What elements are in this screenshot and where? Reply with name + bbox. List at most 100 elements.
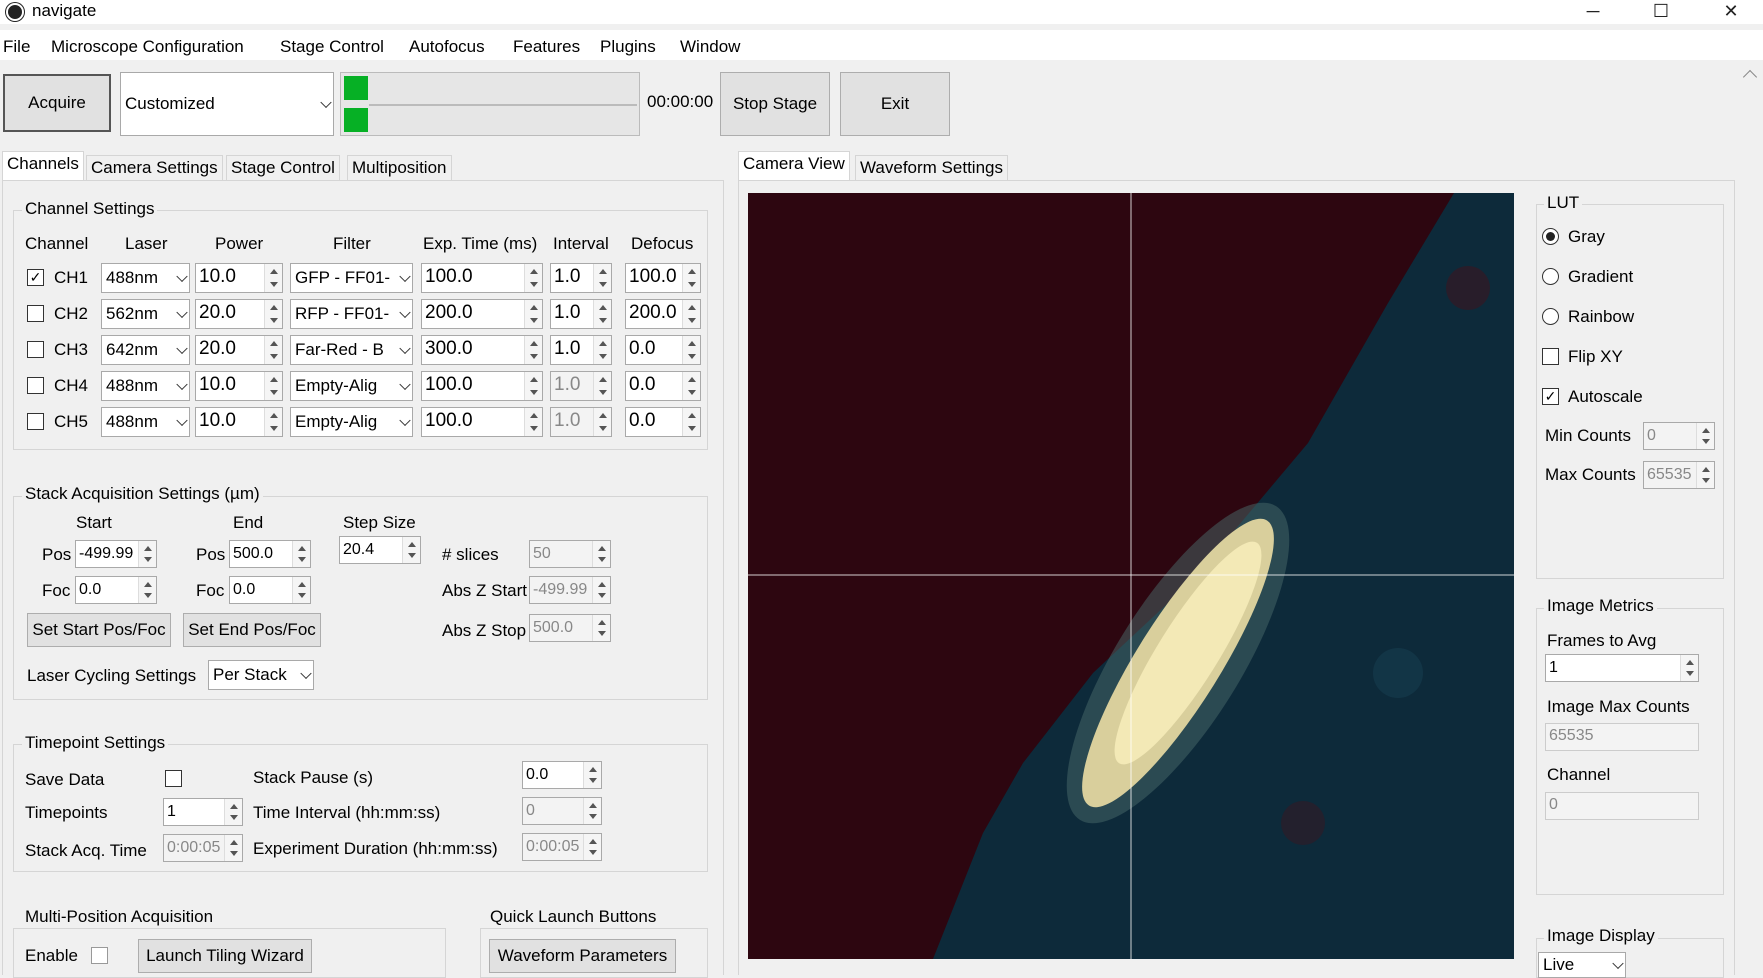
filter-select[interactable]: Far-Red - B	[290, 335, 413, 365]
channel-checkbox[interactable]	[27, 377, 44, 394]
tab-stage-control[interactable]: Stage Control	[226, 155, 340, 181]
spin-arrows-icon[interactable]	[593, 336, 611, 364]
acquisition-mode-select[interactable]: Customized	[120, 72, 334, 136]
scroll-up-icon[interactable]	[1742, 69, 1758, 85]
spin-arrows-icon[interactable]	[524, 372, 542, 400]
power-spinbox[interactable]: 20.0	[195, 335, 283, 365]
spin-arrows-icon[interactable]	[593, 300, 611, 328]
spin-arrows-icon[interactable]	[682, 336, 700, 364]
laser-select[interactable]: 642nm	[101, 335, 190, 365]
menu-plugins[interactable]: Plugins	[600, 37, 656, 56]
spin-arrows-icon[interactable]	[264, 336, 282, 364]
waveform-parameters-button[interactable]: Waveform Parameters	[489, 939, 676, 973]
tab-waveform-settings[interactable]: Waveform Settings	[855, 155, 1008, 181]
camera-image[interactable]	[748, 193, 1514, 959]
spin-arrows-icon[interactable]	[583, 762, 601, 788]
filter-select[interactable]: GFP - FF01-	[290, 263, 413, 293]
tab-multiposition[interactable]: Multiposition	[347, 155, 452, 181]
interval-spinbox[interactable]: 1.0	[550, 335, 612, 365]
interval-spinbox[interactable]: 1.0	[550, 263, 612, 293]
defocus-spinbox[interactable]: 100.0	[625, 263, 701, 293]
autoscale-checkbox[interactable]: ✓	[1542, 388, 1559, 405]
spin-arrows-icon[interactable]	[264, 372, 282, 400]
lut-rainbow-radio[interactable]	[1542, 308, 1559, 325]
power-spinbox[interactable]: 20.0	[195, 299, 283, 329]
spin-arrows-icon[interactable]	[593, 264, 611, 292]
minimize-button[interactable]: ─	[1586, 1, 1600, 21]
stack-pause-spinbox[interactable]: 0.0	[522, 761, 602, 789]
spin-arrows-icon[interactable]	[292, 577, 310, 603]
spin-arrows-icon[interactable]	[524, 300, 542, 328]
exposure-spinbox[interactable]: 300.0	[421, 335, 543, 365]
exit-button[interactable]: Exit	[840, 72, 950, 136]
interval-spinbox[interactable]: 1.0	[550, 299, 612, 329]
spin-arrows-icon[interactable]	[292, 541, 310, 567]
exposure-spinbox[interactable]: 100.0	[421, 263, 543, 293]
exposure-spinbox[interactable]: 200.0	[421, 299, 543, 329]
set-start-button[interactable]: Set Start Pos/Foc	[27, 613, 171, 647]
menu-file[interactable]: File	[3, 37, 31, 56]
stop-stage-button[interactable]: Stop Stage	[720, 72, 830, 136]
channel-checkbox[interactable]	[27, 305, 44, 322]
vertical-scrollbar[interactable]	[1740, 62, 1763, 975]
flip-xy-checkbox[interactable]	[1542, 348, 1559, 365]
spin-arrows-icon[interactable]	[138, 541, 156, 567]
channel-checkbox[interactable]	[27, 341, 44, 358]
spin-arrows-icon[interactable]	[524, 408, 542, 436]
power-spinbox[interactable]: 10.0	[195, 407, 283, 437]
menu-autofocus[interactable]: Autofocus	[409, 37, 485, 56]
spin-arrows-icon[interactable]	[682, 300, 700, 328]
laser-select[interactable]: 488nm	[101, 263, 190, 293]
start-pos-spinbox[interactable]: -499.99	[75, 540, 157, 568]
exposure-spinbox[interactable]: 100.0	[421, 407, 543, 437]
filter-select[interactable]: RFP - FF01-	[290, 299, 413, 329]
tab-camera-view[interactable]: Camera View	[738, 151, 850, 181]
menu-features[interactable]: Features	[513, 37, 581, 56]
spin-arrows-icon[interactable]	[524, 264, 542, 292]
power-spinbox[interactable]: 10.0	[195, 371, 283, 401]
laser-select[interactable]: 488nm	[101, 371, 190, 401]
laser-select[interactable]: 488nm	[101, 407, 190, 437]
channel-checkbox[interactable]	[27, 413, 44, 430]
tab-channels[interactable]: Channels	[2, 151, 84, 181]
image-display-select[interactable]: Live	[1538, 952, 1626, 978]
tab-camera-settings[interactable]: Camera Settings	[86, 155, 223, 181]
step-size-spinbox[interactable]: 20.4	[339, 536, 421, 564]
spin-arrows-icon[interactable]	[264, 408, 282, 436]
menu-stage-control[interactable]: Stage Control	[280, 37, 384, 56]
spin-arrows-icon[interactable]	[224, 799, 242, 825]
maximize-button[interactable]: ☐	[1652, 1, 1670, 21]
lut-gray-radio[interactable]	[1542, 228, 1559, 245]
acquire-button[interactable]: Acquire	[3, 74, 111, 132]
exposure-spinbox[interactable]: 100.0	[421, 371, 543, 401]
power-spinbox[interactable]: 10.0	[195, 263, 283, 293]
save-data-checkbox[interactable]	[165, 770, 182, 787]
enable-checkbox[interactable]	[91, 947, 108, 964]
filter-select[interactable]: Empty-Alig	[290, 407, 413, 437]
spin-arrows-icon[interactable]	[524, 336, 542, 364]
spin-arrows-icon[interactable]	[138, 577, 156, 603]
close-button[interactable]: ✕	[1723, 1, 1739, 21]
spin-arrows-icon[interactable]	[682, 408, 700, 436]
defocus-spinbox[interactable]: 0.0	[625, 335, 701, 365]
spin-arrows-icon[interactable]	[264, 264, 282, 292]
spin-arrows-icon[interactable]	[264, 300, 282, 328]
spin-arrows-icon[interactable]	[682, 372, 700, 400]
start-foc-spinbox[interactable]: 0.0	[75, 576, 157, 604]
channel-checkbox[interactable]: ✓	[27, 269, 44, 286]
defocus-spinbox[interactable]: 0.0	[625, 371, 701, 401]
menu-microscope-configuration[interactable]: Microscope Configuration	[51, 37, 244, 56]
set-end-button[interactable]: Set End Pos/Foc	[183, 613, 321, 647]
lut-gradient-radio[interactable]	[1542, 268, 1559, 285]
end-foc-spinbox[interactable]: 0.0	[229, 576, 311, 604]
defocus-spinbox[interactable]: 0.0	[625, 407, 701, 437]
spin-arrows-icon[interactable]	[682, 264, 700, 292]
timepoints-spinbox[interactable]: 1	[163, 798, 243, 826]
filter-select[interactable]: Empty-Alig	[290, 371, 413, 401]
defocus-spinbox[interactable]: 200.0	[625, 299, 701, 329]
launch-tiling-wizard-button[interactable]: Launch Tiling Wizard	[138, 939, 312, 973]
laser-select[interactable]: 562nm	[101, 299, 190, 329]
end-pos-spinbox[interactable]: 500.0	[229, 540, 311, 568]
spin-arrows-icon[interactable]	[1680, 655, 1698, 681]
frames-to-avg-spinbox[interactable]: 1	[1545, 654, 1699, 682]
